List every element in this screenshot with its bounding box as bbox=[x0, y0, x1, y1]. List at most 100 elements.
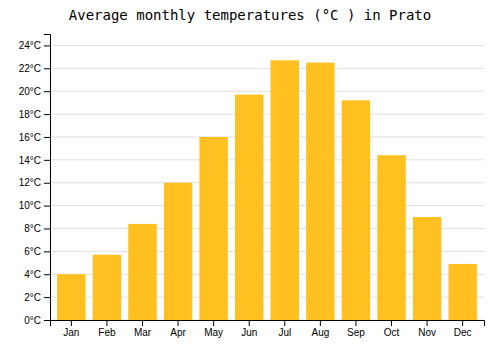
tick-label: Aug bbox=[311, 327, 329, 338]
tick-label: 22°C bbox=[19, 63, 41, 74]
tick: Feb bbox=[98, 320, 116, 338]
grid-line bbox=[50, 182, 484, 183]
axis-line bbox=[51, 321, 485, 327]
tick-mark bbox=[44, 114, 50, 115]
tick: Jun bbox=[241, 320, 257, 338]
tick-label: 14°C bbox=[19, 155, 41, 166]
tick-mark bbox=[178, 320, 179, 326]
tick-mark bbox=[44, 160, 50, 161]
tick-label: Nov bbox=[418, 327, 436, 338]
bar bbox=[128, 224, 156, 320]
tick-mark bbox=[44, 91, 50, 92]
bar bbox=[235, 95, 263, 320]
tick-mark bbox=[427, 320, 428, 326]
grid bbox=[50, 45, 484, 320]
bar bbox=[93, 255, 121, 320]
tick-label: 10°C bbox=[19, 200, 41, 211]
tick: 16°C bbox=[19, 132, 50, 143]
tick: 10°C bbox=[19, 200, 50, 211]
tick-label: 4°C bbox=[24, 269, 41, 280]
tick-label: Jan bbox=[63, 327, 79, 338]
tick-label: Sep bbox=[347, 327, 365, 338]
tick-mark bbox=[284, 320, 285, 326]
tick-label: Jul bbox=[278, 327, 291, 338]
tick: 12°C bbox=[19, 177, 50, 188]
x-axis: Jan Feb Mar Apr May Jun Jul Aug Sep Oct Nov Dec bbox=[51, 320, 485, 338]
chart: Average monthly temperatures (°C ) in Pr… bbox=[0, 0, 500, 350]
tick: Jan bbox=[63, 320, 79, 338]
tick-mark bbox=[249, 320, 250, 326]
tick-mark bbox=[44, 274, 50, 275]
tick-mark bbox=[44, 228, 50, 229]
tick-mark bbox=[71, 320, 72, 326]
tick: Sep bbox=[347, 320, 365, 338]
tick-label: Feb bbox=[98, 327, 116, 338]
tick-mark bbox=[44, 297, 50, 298]
grid-line bbox=[50, 205, 484, 206]
bars bbox=[57, 60, 477, 320]
tick-label: 2°C bbox=[24, 292, 41, 303]
bar bbox=[199, 137, 227, 320]
tick-label: 12°C bbox=[19, 177, 41, 188]
grid-line bbox=[50, 45, 484, 46]
tick-label: 20°C bbox=[19, 86, 41, 97]
tick: 0°C bbox=[24, 315, 50, 326]
bar bbox=[57, 274, 85, 320]
tick: May bbox=[204, 320, 223, 338]
tick-mark bbox=[320, 320, 321, 326]
tick-mark bbox=[142, 320, 143, 326]
tick-label: Mar bbox=[134, 327, 152, 338]
tick: Dec bbox=[454, 320, 472, 338]
tick-label: Apr bbox=[170, 327, 186, 338]
tick-label: 18°C bbox=[19, 109, 41, 120]
bar bbox=[377, 155, 405, 320]
tick-mark bbox=[44, 45, 50, 46]
tick-label: Oct bbox=[384, 327, 400, 338]
tick: Mar bbox=[134, 320, 152, 338]
tick: Aug bbox=[311, 320, 329, 338]
plot: 0°C 2°C 4°C 6°C 8°C 10°C 12°C 14°C 16°C 18°C 20°C 2… bbox=[19, 35, 485, 339]
grid-line bbox=[50, 68, 484, 69]
tick-label: 0°C bbox=[24, 315, 41, 326]
bar bbox=[306, 63, 334, 320]
tick-mark bbox=[391, 320, 392, 326]
tick: 24°C bbox=[19, 40, 50, 51]
tick-label: 6°C bbox=[24, 246, 41, 257]
title: Average monthly temperatures (°C ) in Pr… bbox=[69, 7, 431, 23]
bar bbox=[271, 60, 299, 320]
tick-label: Dec bbox=[454, 327, 472, 338]
tick: 14°C bbox=[19, 155, 50, 166]
tick-mark bbox=[44, 68, 50, 69]
grid-line bbox=[50, 114, 484, 115]
tick: 6°C bbox=[24, 246, 50, 257]
tick-label: May bbox=[204, 327, 223, 338]
tick: 8°C bbox=[24, 223, 50, 234]
tick-mark bbox=[44, 137, 50, 138]
tick-mark bbox=[462, 320, 463, 326]
tick-mark bbox=[44, 251, 50, 252]
tick: Jul bbox=[278, 320, 291, 338]
tick: Nov bbox=[418, 320, 436, 338]
grid-line bbox=[50, 91, 484, 92]
tick: 20°C bbox=[19, 86, 50, 97]
grid-line bbox=[50, 159, 484, 160]
y-axis: 0°C 2°C 4°C 6°C 8°C 10°C 12°C 14°C 16°C 18°C 20°C 2… bbox=[19, 35, 51, 326]
tick-label: Jun bbox=[241, 327, 257, 338]
bar bbox=[342, 100, 370, 320]
tick-mark bbox=[355, 320, 356, 326]
bar bbox=[164, 183, 192, 320]
tick-mark bbox=[213, 320, 214, 326]
tick: 22°C bbox=[19, 63, 50, 74]
bar bbox=[448, 264, 476, 320]
tick: 4°C bbox=[24, 269, 50, 280]
axis-line bbox=[44, 35, 51, 321]
tick-label: 16°C bbox=[19, 132, 41, 143]
tick-mark bbox=[106, 320, 107, 326]
bar bbox=[413, 217, 441, 320]
tick-mark bbox=[44, 320, 50, 321]
tick: Oct bbox=[384, 320, 400, 338]
tick: Apr bbox=[170, 320, 186, 338]
tick: 2°C bbox=[24, 292, 50, 303]
tick-mark bbox=[44, 206, 50, 207]
tick-label: 8°C bbox=[24, 223, 41, 234]
